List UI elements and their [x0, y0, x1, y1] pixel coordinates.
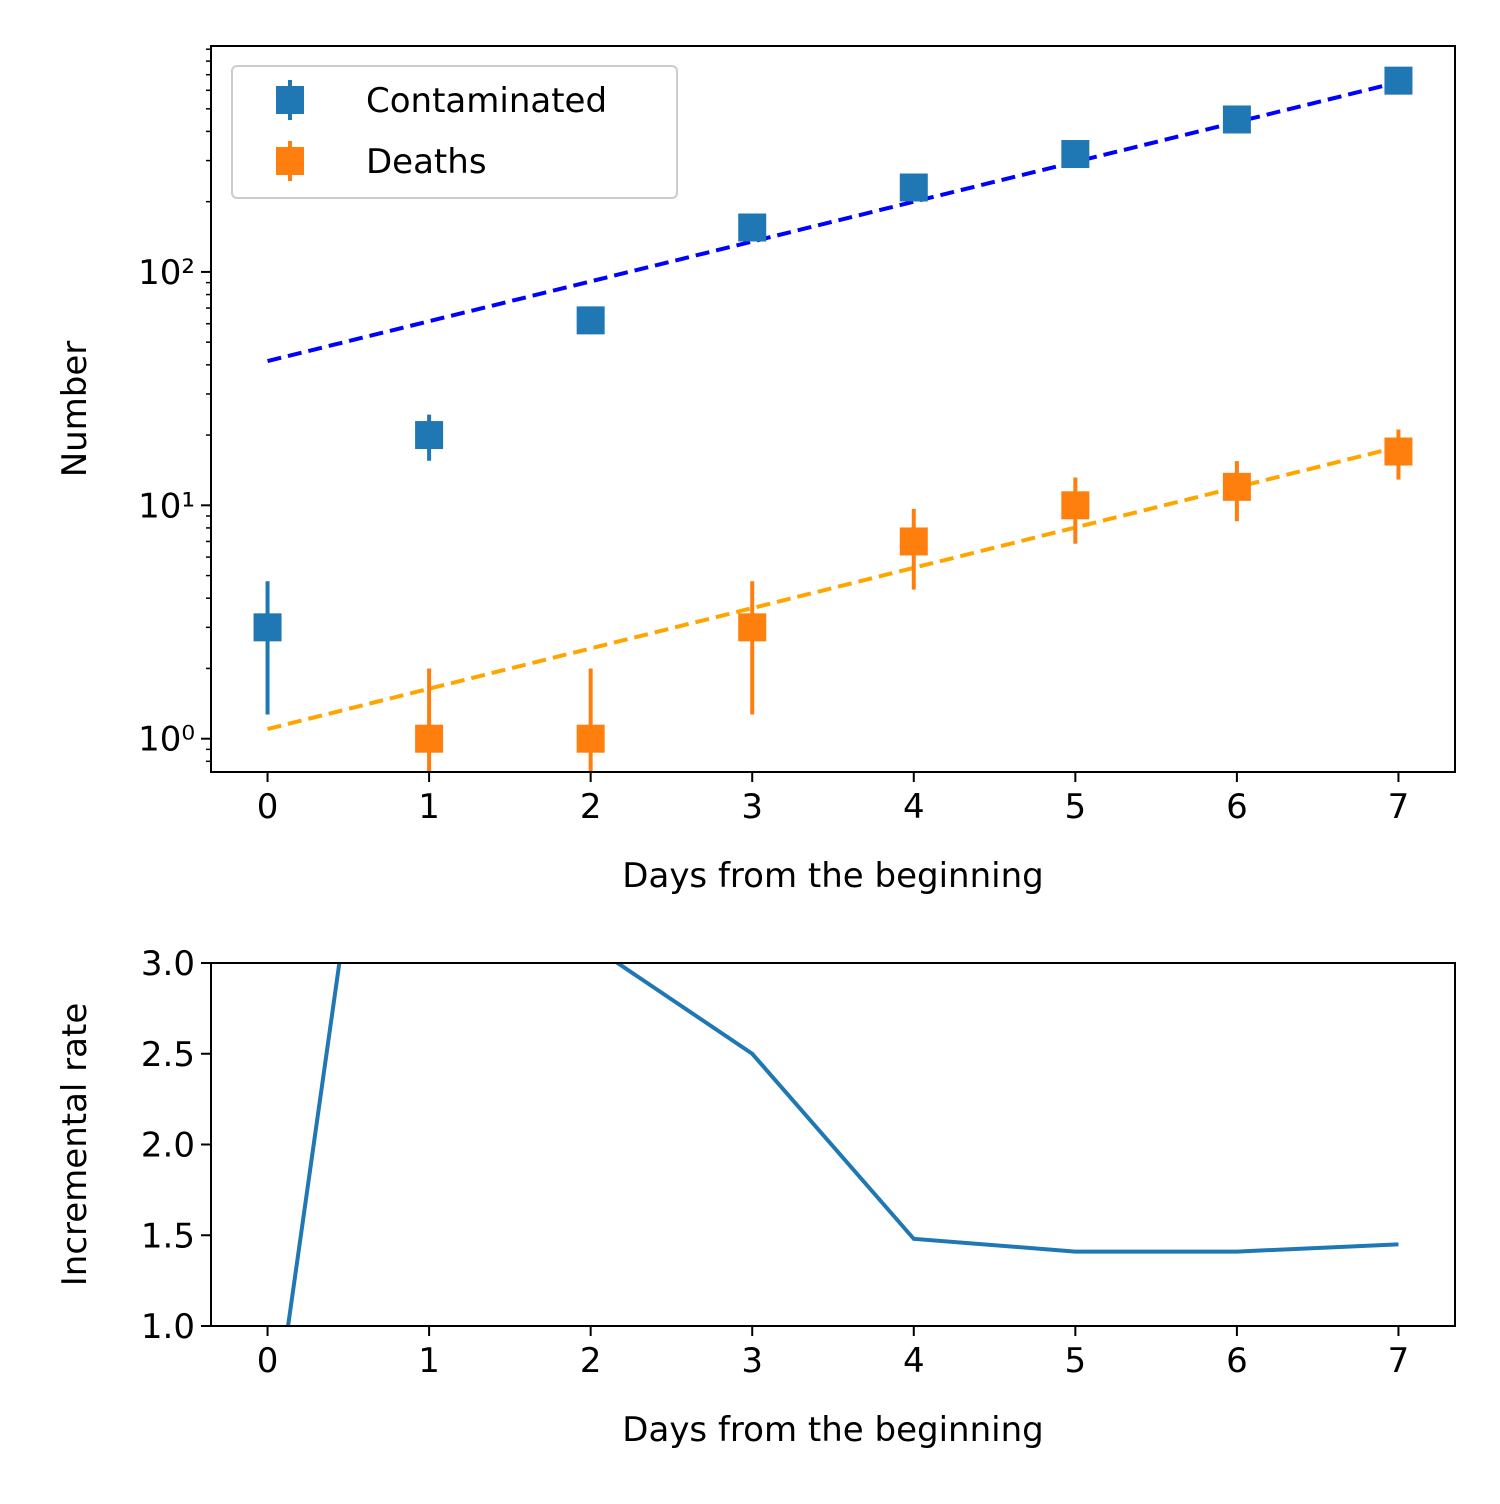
legend-marker: [276, 86, 304, 114]
y-tick-label: 3.0: [141, 944, 195, 984]
marker: [576, 724, 605, 753]
fit-line: [267, 80, 1399, 364]
plot-area: [253, 66, 1413, 772]
legend-label: Contaminated: [366, 81, 607, 121]
x-tick-label: 2: [580, 1341, 602, 1381]
fit-line: [267, 444, 1399, 731]
marker: [1061, 491, 1090, 520]
x-axis-label: Days from the beginning: [622, 1410, 1043, 1450]
line: [286, 963, 1399, 1326]
y-tick-label: 10²: [138, 253, 195, 293]
y-tick-label: 10⁰: [138, 720, 195, 760]
marker: [738, 613, 767, 642]
x-tick-label: 2: [580, 787, 602, 827]
x-axis-label: Days from the beginning: [622, 856, 1043, 896]
y-tick-label: 2.0: [141, 1126, 195, 1166]
x-tick-label: 1: [418, 1341, 440, 1381]
x-tick-label: 3: [741, 787, 763, 827]
marker: [1222, 105, 1251, 134]
plot-area: [286, 963, 1399, 1326]
x-tick-label: 5: [1065, 1341, 1087, 1381]
y-axis-label: Incremental rate: [55, 1003, 95, 1287]
x-tick-label: 1: [418, 787, 440, 827]
x-tick-label: 6: [1226, 787, 1248, 827]
marker: [899, 173, 928, 202]
marker: [415, 724, 444, 753]
x-tick-label: 3: [741, 1341, 763, 1381]
legend-label: Deaths: [366, 142, 487, 182]
marker: [899, 527, 928, 556]
x-tick-label: 4: [903, 1341, 925, 1381]
x-tick-label: 0: [257, 1341, 279, 1381]
marker: [576, 306, 605, 335]
axes-frame: [210, 962, 1456, 1327]
marker: [1384, 437, 1413, 466]
x-tick-label: 6: [1226, 1341, 1248, 1381]
axes-frame: [210, 45, 1456, 773]
y-tick-label: 1.5: [141, 1216, 195, 1256]
marker: [1061, 140, 1090, 169]
marker: [253, 613, 282, 642]
y-axis-label: Number: [55, 341, 95, 478]
marker: [1222, 472, 1251, 501]
y-tick-label: 2.5: [141, 1035, 195, 1075]
legend-box: [231, 65, 678, 199]
y-tick-label: 10¹: [138, 486, 195, 526]
marker: [415, 421, 444, 450]
x-tick-label: 5: [1065, 787, 1087, 827]
marker: [738, 213, 767, 242]
x-tick-label: 7: [1388, 1341, 1410, 1381]
marker: [1384, 66, 1413, 95]
x-tick-label: 4: [903, 787, 925, 827]
y-tick-label: 1.0: [141, 1307, 195, 1347]
x-tick-label: 0: [257, 787, 279, 827]
x-tick-label: 7: [1388, 787, 1410, 827]
legend-marker: [276, 147, 304, 175]
